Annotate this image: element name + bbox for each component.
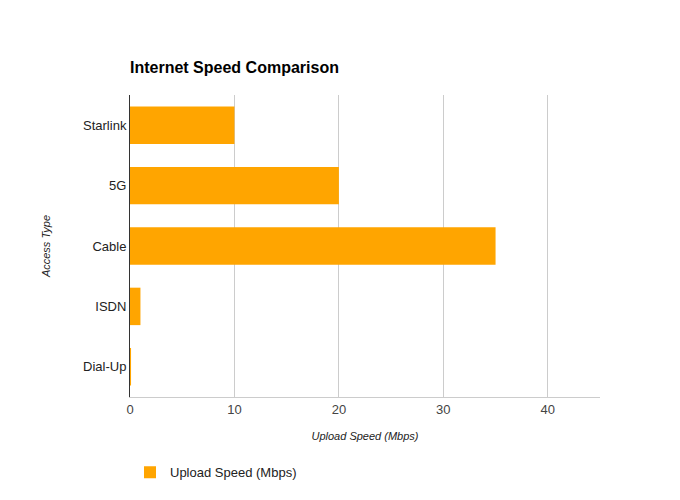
svg-text:40: 40 xyxy=(541,402,555,417)
svg-text:0: 0 xyxy=(126,402,133,417)
svg-text:Cable: Cable xyxy=(92,239,126,254)
svg-text:ISDN: ISDN xyxy=(95,299,126,314)
svg-text:Access Type: Access Type xyxy=(40,215,52,278)
svg-text:Upload Speed (Mbps): Upload Speed (Mbps) xyxy=(311,430,418,442)
svg-text:10: 10 xyxy=(227,402,241,417)
svg-text:Dial-Up: Dial-Up xyxy=(83,359,126,374)
svg-text:20: 20 xyxy=(332,402,346,417)
svg-text:Internet Speed Comparison: Internet Speed Comparison xyxy=(130,59,339,76)
svg-text:5G: 5G xyxy=(109,178,126,193)
svg-text:Upload Speed (Mbps): Upload Speed (Mbps) xyxy=(170,465,296,480)
svg-text:Starlink: Starlink xyxy=(83,118,127,133)
svg-text:30: 30 xyxy=(436,402,450,417)
